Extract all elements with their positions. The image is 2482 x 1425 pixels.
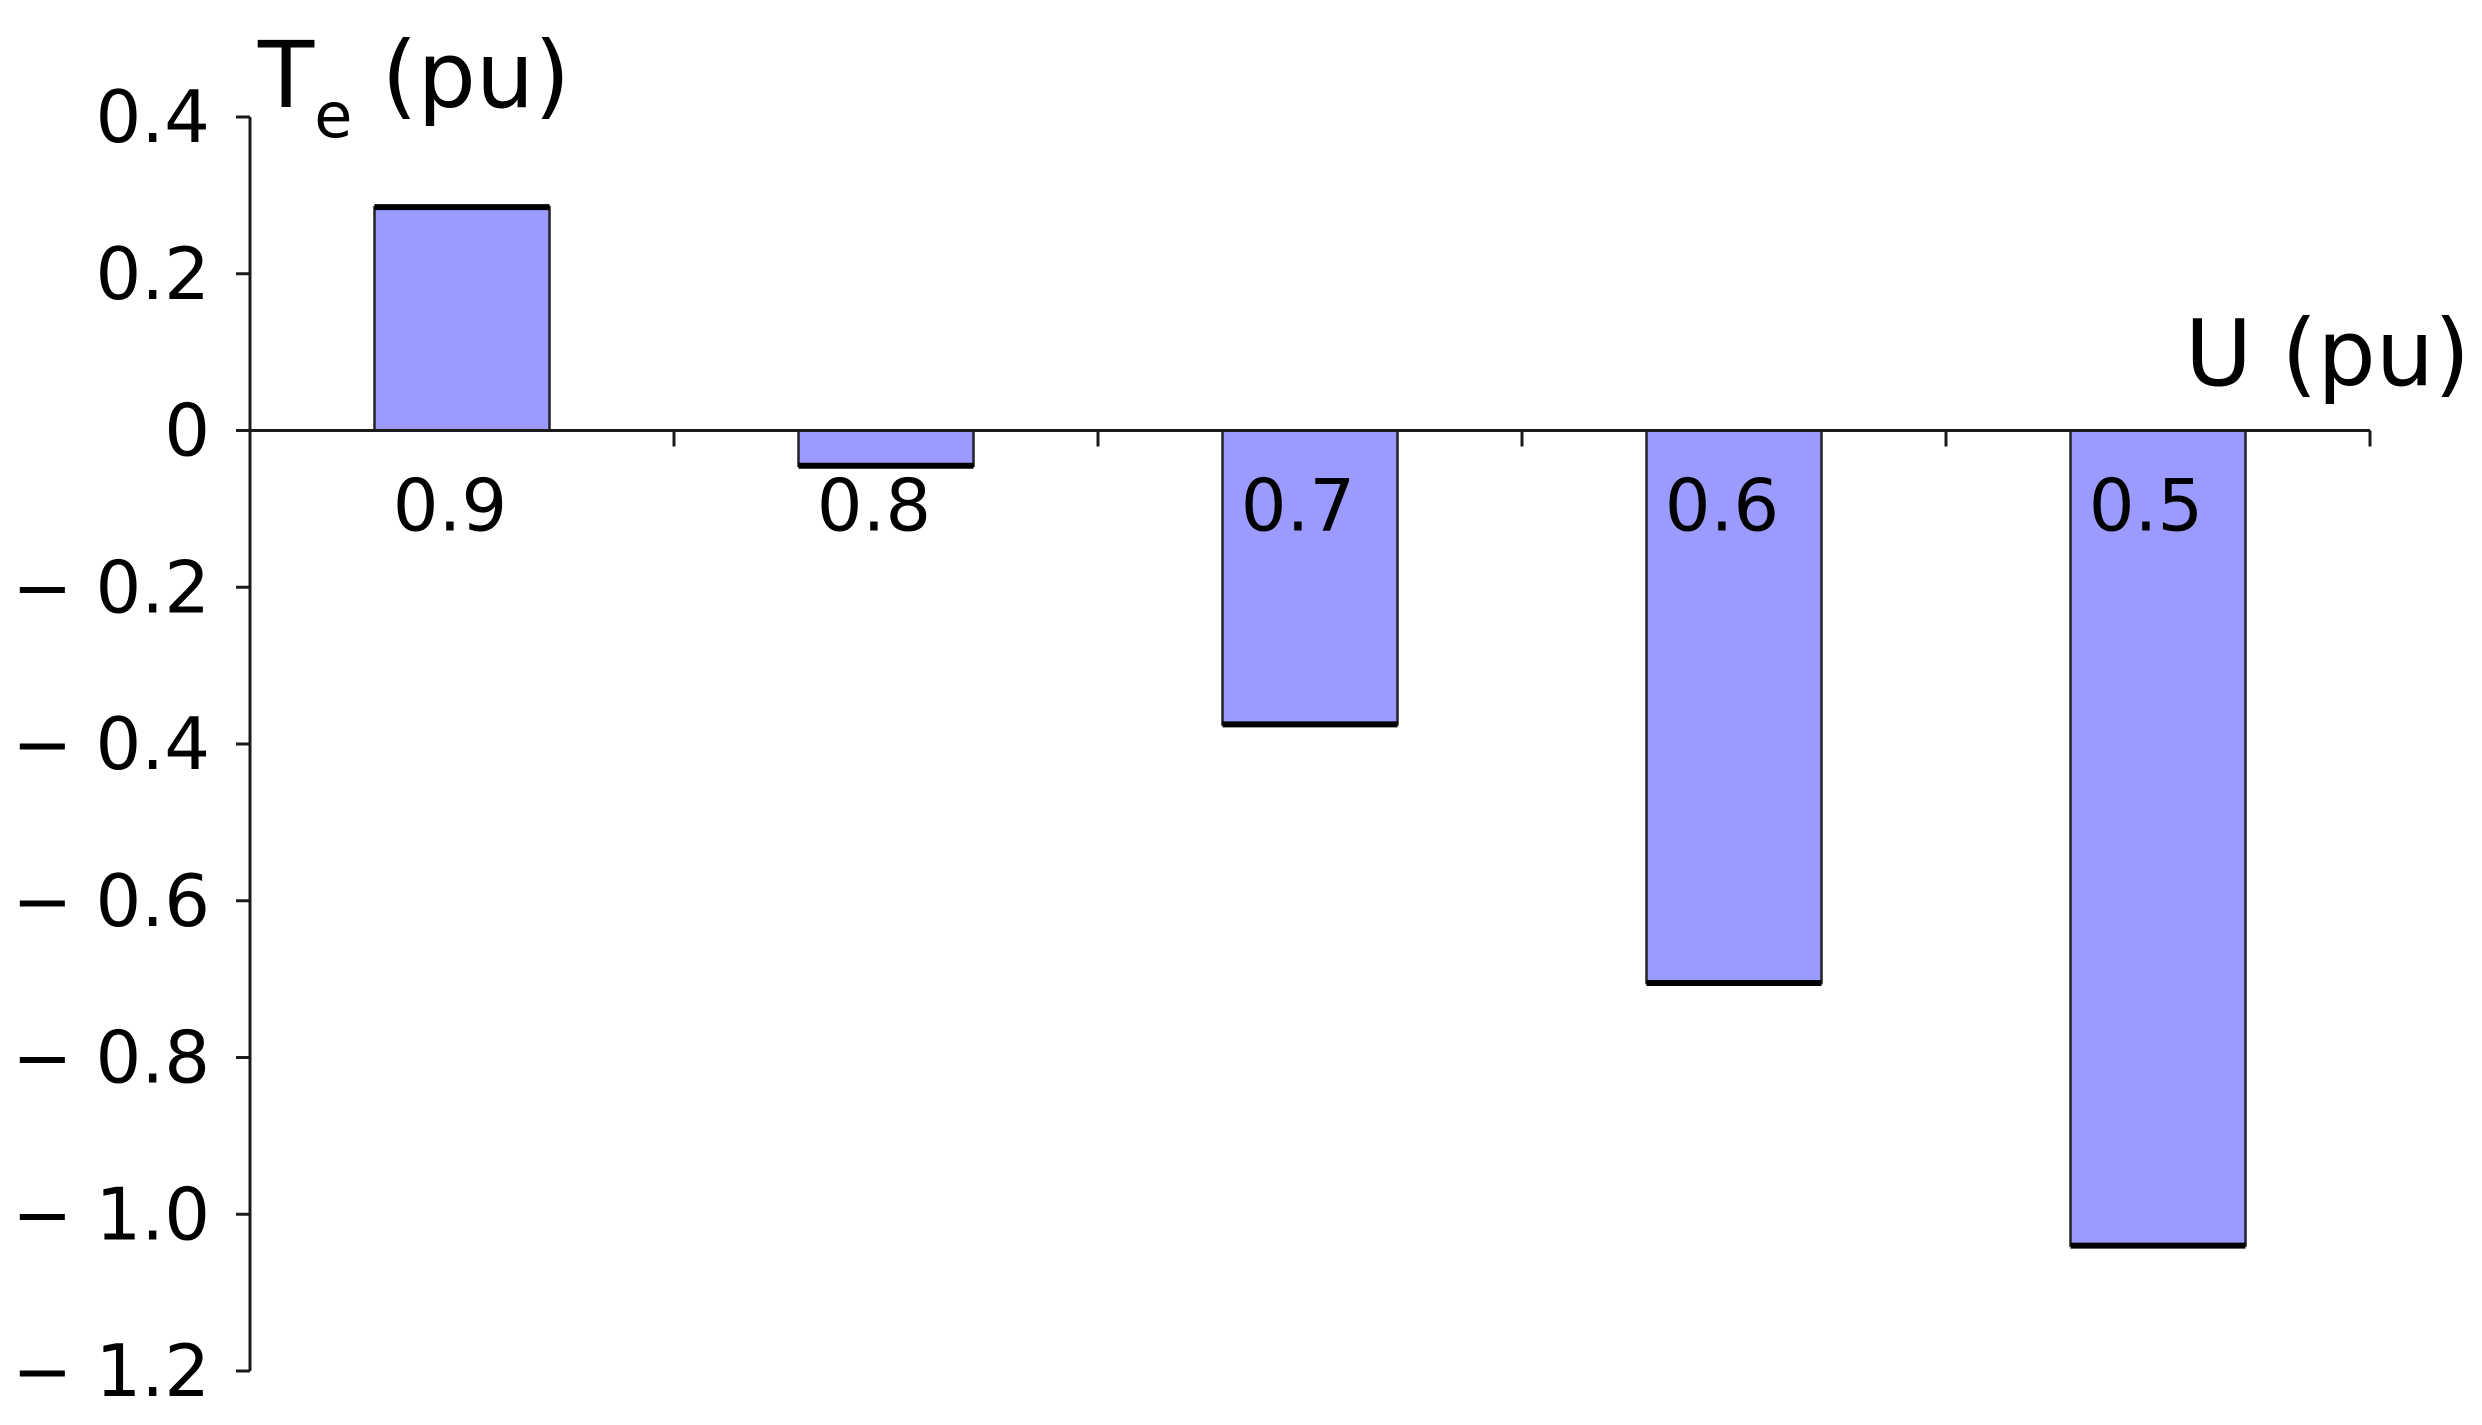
y-ticks: 0.4 0.2 0 − 0.2 − 0.4 − 0.6 − 0.8 − 1.0 − 1.2 bbox=[12, 75, 250, 1413]
y-tick-label: 0.2 bbox=[95, 232, 210, 316]
y-axis-title-main: T bbox=[257, 22, 315, 129]
x-ticks bbox=[672, 430, 2372, 447]
y-tick-label: − 1.0 bbox=[12, 1172, 210, 1256]
y-tick-label: 0 bbox=[164, 389, 210, 473]
y-tick-label: 0.4 bbox=[95, 75, 210, 159]
bar-0.5 bbox=[2069, 429, 2247, 1247]
x-category-label: 0.6 bbox=[1665, 464, 1780, 548]
y-axis-title-unit: (pu) bbox=[352, 22, 570, 129]
x-category-label: 0.9 bbox=[393, 464, 508, 548]
bars bbox=[373, 204, 2247, 1249]
y-tick-label: − 0.6 bbox=[12, 859, 210, 943]
y-tick-label: − 1.2 bbox=[12, 1329, 210, 1413]
bar-0.9 bbox=[373, 205, 551, 432]
bar-0.6 bbox=[1645, 429, 1823, 985]
y-axis-title: Te (pu) bbox=[257, 22, 570, 152]
y-tick-label: − 0.2 bbox=[12, 545, 210, 629]
x-category-label: 0.7 bbox=[1241, 464, 1356, 548]
y-tick-label: − 0.8 bbox=[12, 1016, 210, 1100]
y-axis-title-subscript: e bbox=[314, 79, 352, 152]
category-labels: 0.9 0.8 0.7 0.6 0.5 bbox=[393, 464, 2204, 548]
x-category-label: 0.5 bbox=[2089, 464, 2204, 548]
x-axis-title: U (pu) bbox=[2185, 300, 2470, 407]
x-category-label: 0.8 bbox=[817, 464, 932, 548]
bar-0.8 bbox=[797, 429, 975, 468]
y-tick-label: − 0.4 bbox=[12, 702, 210, 786]
bar-0.7 bbox=[1221, 429, 1399, 726]
